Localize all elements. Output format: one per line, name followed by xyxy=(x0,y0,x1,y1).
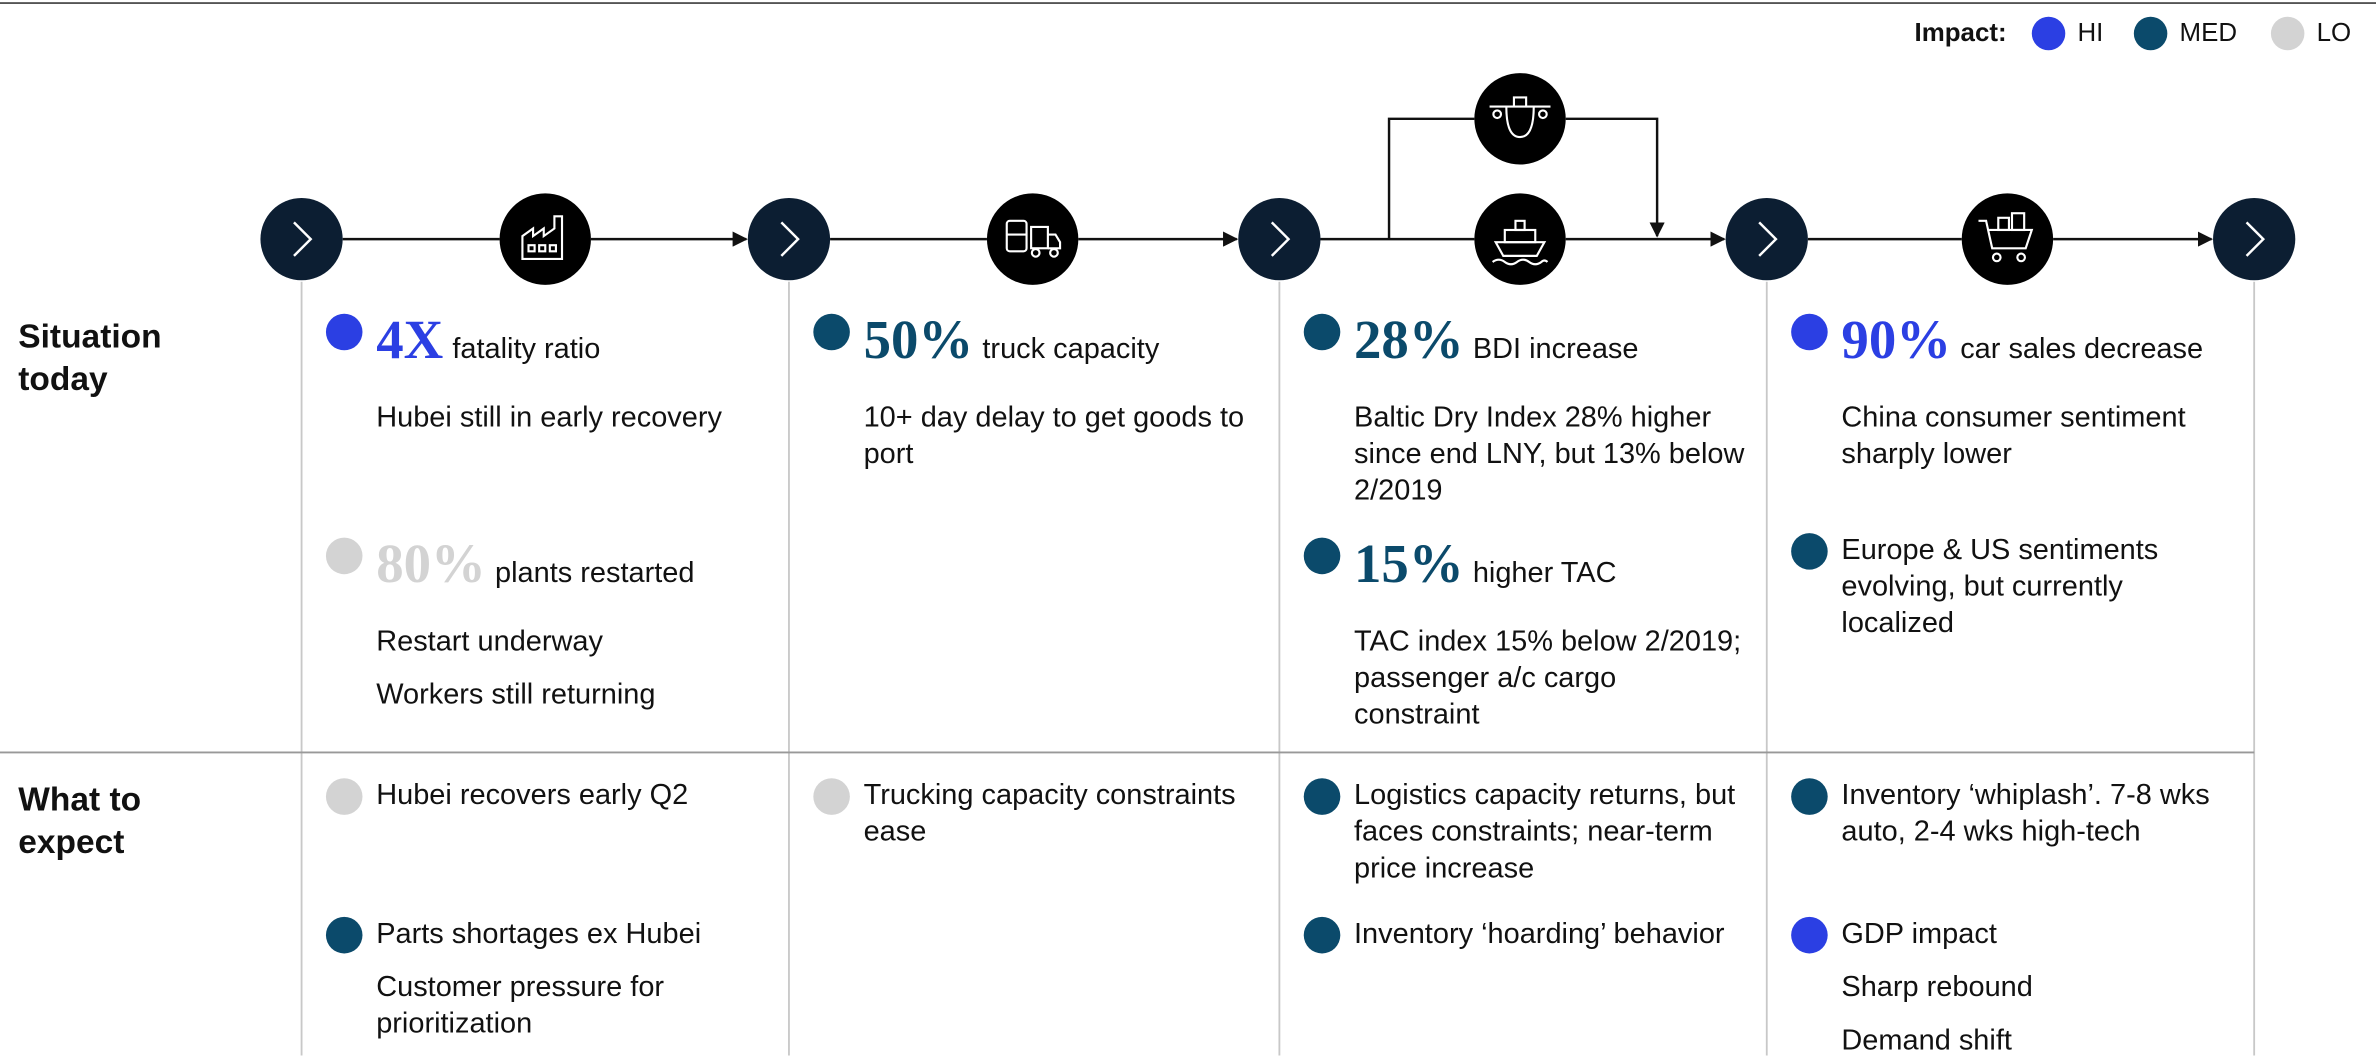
stat-label: fatality ratio xyxy=(452,333,601,366)
item: 90% car sales decrease China consumer sent… xyxy=(1791,309,2236,473)
item: Hubei recovers early Q2 xyxy=(325,778,771,815)
impact-dot xyxy=(1791,778,1828,815)
headline: 80% plants restarted xyxy=(376,533,770,605)
item: Inventory ‘hoarding’ behavior xyxy=(1303,916,1749,954)
item-label: Europe & US sentiments evolving, but cur… xyxy=(1841,534,2159,640)
legend-label: Impact: xyxy=(1914,18,2007,48)
item-body: Hubei recovers early Q2 xyxy=(376,778,770,815)
item-body: 4X fatality ratio Hubei still in early rec… xyxy=(376,309,770,437)
item: GDP impact Sharp rebound Demand shift xyxy=(1791,916,2236,1060)
icons xyxy=(499,73,2054,285)
row-label: Situation today xyxy=(18,316,162,398)
impact-dot xyxy=(1303,537,1341,575)
note: TAC index 15% below 2/2019; passenger a/… xyxy=(1354,625,1742,732)
headline: 15% higher TAC xyxy=(1354,533,1748,605)
note: Sharp rebound xyxy=(1841,971,2033,1004)
note: Customer pressure for prioritization xyxy=(376,971,665,1041)
item-body: Trucking capacity constraints ease xyxy=(864,778,1258,851)
note: Workers still returning xyxy=(376,679,656,712)
column-lines xyxy=(300,281,2256,1056)
impact-dot xyxy=(813,313,850,351)
item-label: Parts shortages ex Hubei xyxy=(376,918,702,951)
stat: 80% xyxy=(376,533,486,595)
impact-dot xyxy=(1791,916,1828,954)
flow-lines xyxy=(342,117,2214,247)
item: Europe & US sentiments evolving, but cur… xyxy=(1791,533,2236,643)
headline: 90% car sales decrease xyxy=(1841,309,2235,381)
stat-label: BDI increase xyxy=(1472,333,1639,366)
item-body: Logistics capacity returns, but faces co… xyxy=(1354,778,1748,888)
row-label: What to expect xyxy=(18,779,142,861)
stat-label: truck capacity xyxy=(982,333,1160,366)
item: 80% plants restarted Restart underway Worke… xyxy=(325,533,771,714)
item-label: GDP impact xyxy=(1841,918,1997,951)
impact-dot xyxy=(1303,313,1341,351)
item: 28% BDI increase Baltic Dry Index 28% high… xyxy=(1303,309,1749,510)
headline: 50% truck capacity xyxy=(864,309,1258,381)
stat-label: plants restarted xyxy=(495,557,695,590)
item: Parts shortages ex Hubei Customer pressur… xyxy=(325,916,771,1043)
legend-item: MED xyxy=(2179,18,2238,48)
item-label: Inventory ‘hoarding’ behavior xyxy=(1354,918,1725,951)
chevrons xyxy=(260,198,2296,281)
note: Restart underway xyxy=(376,625,603,658)
stat: 28% xyxy=(1354,309,1464,371)
note: 10+ day delay to get goods to port xyxy=(863,402,1245,471)
legend-dot xyxy=(2270,16,2305,51)
impact-dot xyxy=(1791,313,1828,351)
stat: 50% xyxy=(863,309,974,371)
note: China consumer sentiment sharply lower xyxy=(1841,402,2186,471)
legend-item: HI xyxy=(2077,18,2104,48)
impact-dot xyxy=(1303,916,1341,954)
item-body: Inventory ‘hoarding’ behavior xyxy=(1354,917,1748,954)
item-label: Hubei recovers early Q2 xyxy=(376,779,689,812)
impact-dot xyxy=(325,778,363,815)
item-body: GDP impact Sharp rebound Demand shift xyxy=(1841,917,2235,1060)
item-body: 80% plants restarted Restart underway Worke… xyxy=(376,533,770,714)
item: 4X fatality ratio Hubei still in early rec… xyxy=(325,309,771,437)
stat: 15% xyxy=(1354,533,1464,595)
note: Hubei still in early recovery xyxy=(376,402,722,435)
item-body: Europe & US sentiments evolving, but cur… xyxy=(1841,533,2235,643)
item-body: 90% car sales decrease China consumer sent… xyxy=(1841,309,2235,473)
item: 15% higher TAC TAC index 15% below 2/2019;… xyxy=(1303,533,1749,734)
note: Demand shift xyxy=(1841,1025,2012,1058)
legend-dot xyxy=(2031,16,2066,51)
stat-label: higher TAC xyxy=(1472,557,1617,590)
item-body: Parts shortages ex Hubei Customer pressur… xyxy=(376,917,770,1043)
item: Logistics capacity returns, but faces co… xyxy=(1303,778,1749,888)
legend-dot xyxy=(2133,16,2168,51)
stat: 90% xyxy=(1841,309,1952,371)
item: Trucking capacity constraints ease xyxy=(813,778,1258,851)
impact-dot xyxy=(325,916,363,954)
impact-dot xyxy=(325,537,363,575)
item-body: 50% truck capacity 10+ day delay to get go… xyxy=(864,309,1258,473)
item-body: 28% BDI increase Baltic Dry Index 28% high… xyxy=(1354,309,1748,510)
impact-dot xyxy=(1791,533,1828,570)
item-label: Trucking capacity constraints ease xyxy=(863,779,1236,849)
item-label: Logistics capacity returns, but faces co… xyxy=(1354,779,1736,885)
stat-label: car sales decrease xyxy=(1960,333,2204,366)
headline: 28% BDI increase xyxy=(1354,309,1748,381)
impact-dot xyxy=(813,778,850,815)
item: 50% truck capacity 10+ day delay to get go… xyxy=(813,309,1258,473)
legend-item: LO xyxy=(2316,18,2352,48)
note: Baltic Dry Index 28% higher since end LN… xyxy=(1354,402,1745,508)
impact-dot xyxy=(325,313,363,351)
item-body: Inventory ‘whiplash’. 7-8 wks auto, 2-4 … xyxy=(1841,778,2235,851)
headline: 4X fatality ratio xyxy=(376,309,770,381)
impact-dot xyxy=(1303,778,1341,815)
item-label: Inventory ‘whiplash’. 7-8 wks auto, 2-4 … xyxy=(1841,779,2210,849)
stat: 4X xyxy=(376,309,444,371)
item-body: 15% higher TAC TAC index 15% below 2/2019;… xyxy=(1354,533,1748,734)
item: Inventory ‘whiplash’. 7-8 wks auto, 2-4 … xyxy=(1791,778,2236,851)
